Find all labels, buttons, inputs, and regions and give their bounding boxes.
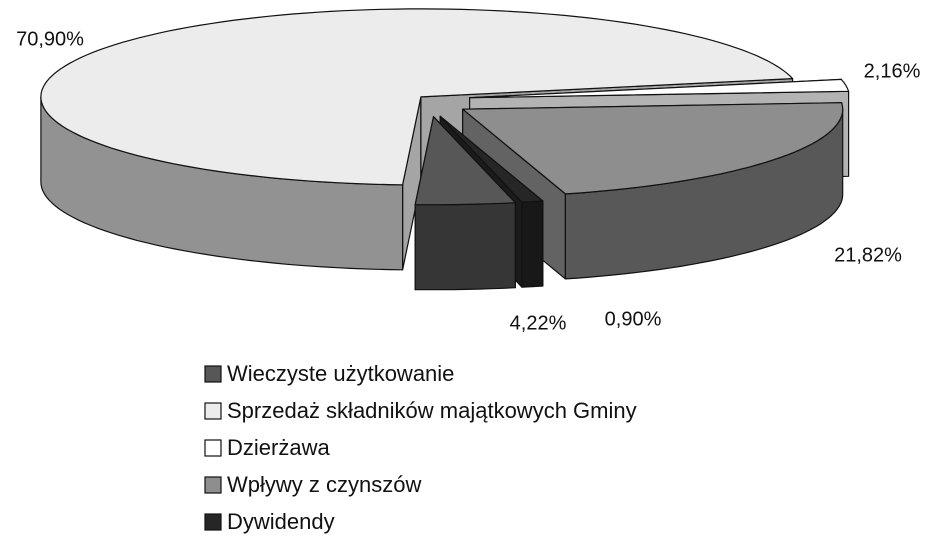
data-label: 0,90% [605,308,662,330]
slice-top [414,116,516,206]
legend-text: Dzierżawa [227,435,330,460]
slice-top [469,78,850,99]
legend-swatch [204,439,222,457]
slice [462,102,844,280]
legend-swatch [204,365,222,383]
data-label: 21,82% [834,244,902,266]
slice-top [462,102,844,195]
slice [414,116,516,291]
legend-swatch [204,476,222,494]
slice-side [521,200,544,288]
data-label: 70,90% [16,28,84,50]
legend-text: Wpływy z czynszów [227,472,421,497]
slice-top [439,115,544,203]
data-label: 4,22% [510,312,567,334]
legend-text: Wieczyste użytkowanie [227,361,454,386]
slice-side [414,202,516,291]
legend-text: Dywidendy [227,509,335,534]
slice-top [40,8,794,186]
legend-swatch [204,513,222,531]
legend-swatch [204,402,222,420]
legend-text: Sprzedaż składników majątkowych Gminy [227,398,637,423]
data-label: 2,16% [864,60,921,82]
